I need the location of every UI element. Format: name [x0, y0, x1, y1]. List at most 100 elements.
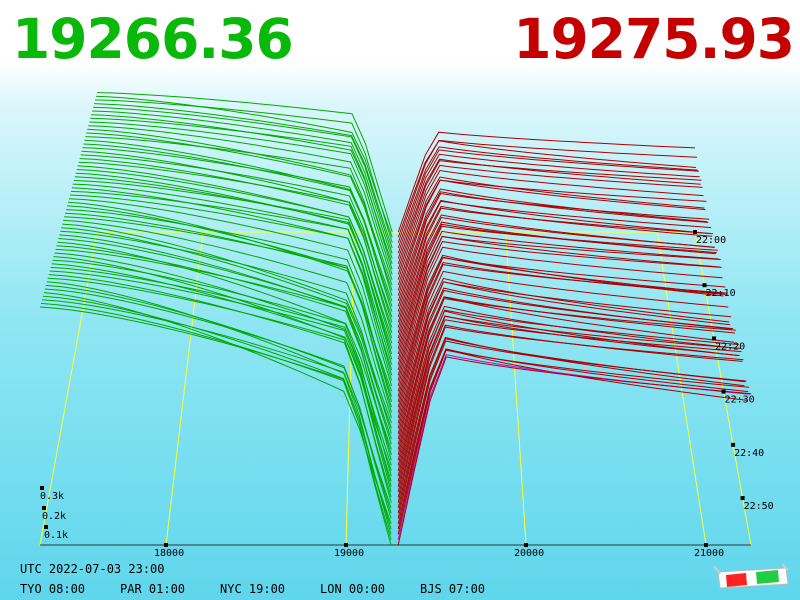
utc-clock: UTC 2022-07-03 23:00: [20, 562, 165, 576]
ask-depth-line: [397, 310, 738, 471]
ask-depth-line: [397, 315, 740, 482]
ask-depth-line: [397, 319, 742, 493]
volume-tick-label: 0.2k: [42, 511, 66, 522]
bid-depth-line: [48, 274, 392, 498]
bid-depth-line: [45, 284, 392, 514]
bid-depth-line: [50, 266, 392, 487]
floor-grid-line: [656, 231, 707, 546]
ask-depth-line: [397, 257, 726, 402]
clock-par: PAR 01:00: [120, 582, 186, 596]
bid-depth-line: [52, 259, 392, 477]
ask-depth-line: [397, 188, 708, 302]
time-tick-mark: [712, 336, 717, 341]
ask-depth-line: [397, 207, 714, 333]
bid-depth-line: [85, 136, 393, 296]
bid-depth-line: [79, 158, 393, 328]
ask-depth-line: [397, 305, 737, 466]
ask-depth-line: [397, 326, 744, 503]
bid-depth-line: [54, 252, 392, 466]
bid-depth-line: [94, 103, 393, 249]
ask-depth-line: [397, 296, 734, 450]
time-tick-label: 22:10: [706, 288, 736, 299]
bid-depth-line: [62, 223, 392, 424]
clock-nyc: NYC 19:00: [220, 582, 286, 596]
depth-series: [39, 92, 752, 546]
ask-depth-line: [397, 296, 735, 455]
clock-bjs: BJS 07:00: [420, 582, 486, 596]
bid-depth-line: [60, 230, 392, 434]
ask-depth-line: [397, 246, 723, 386]
ask-depth-line: [397, 348, 749, 530]
time-tick-label: 22:50: [744, 501, 774, 512]
time-tick-label: 22:00: [696, 235, 726, 246]
3d-glasses-icon[interactable]: [712, 560, 792, 592]
ask-depth-line: [397, 131, 696, 233]
floor-grid-line: [165, 231, 204, 546]
bid-depth-line: [89, 121, 393, 275]
bid-depth-line: [55, 248, 392, 461]
ask-depth-line: [397, 140, 696, 238]
ask-depth-line: [397, 336, 745, 509]
ask-depth-line: [397, 241, 722, 381]
bid-depth-line: [75, 172, 393, 349]
volume-tick-label: 0.1k: [44, 530, 68, 541]
bid-depth-line: [74, 176, 393, 355]
bid-depth-line: [68, 198, 393, 386]
x-tick-label: 21000: [694, 548, 724, 559]
bid-depth-line: [44, 288, 392, 519]
ask-depth-line: [397, 338, 746, 514]
ask-depth-line: [397, 349, 750, 535]
bid-depth-line: [90, 117, 393, 270]
ask-depth-line: [397, 216, 715, 344]
clock-lon: LON 00:00: [320, 582, 386, 596]
ask-price: 19275.93: [513, 7, 795, 71]
volume-tick-mark: [40, 486, 44, 490]
bid-depth-line: [93, 106, 393, 254]
ask-depth-line: [397, 200, 712, 323]
bid-depth-line: [63, 219, 392, 418]
ask-depth-line: [397, 139, 697, 243]
ask-depth-line: [397, 236, 721, 376]
bid-depth-line: [76, 169, 393, 344]
bid-depth-line: [67, 205, 393, 397]
bid-depth-line: [42, 295, 392, 530]
ask-depth-line: [397, 277, 730, 424]
ask-depth-line: [397, 315, 741, 487]
x-tick-label: 18000: [154, 548, 184, 559]
x-tick-label: 19000: [334, 548, 364, 559]
bid-depth-line: [57, 241, 392, 450]
ask-depth-line: [397, 191, 709, 307]
bid-depth-line: [70, 190, 393, 376]
ask-depth-line: [397, 356, 752, 546]
ask-depth-line: [397, 149, 699, 254]
x-tick-label: 20000: [514, 548, 544, 559]
bid-depth-line: [43, 292, 392, 524]
clock-tyo: TYO 08:00: [20, 582, 86, 596]
ask-depth-line: [397, 176, 705, 286]
ask-depth-line: [397, 179, 706, 291]
time-tick-mark: [693, 230, 697, 234]
volume-tick-label: 0.3k: [40, 491, 64, 502]
time-tick-label: 22:20: [715, 341, 745, 352]
time-tick-mark: [731, 442, 736, 447]
floor-grid-line: [505, 231, 527, 546]
bid-depth-line: [87, 128, 393, 286]
volume-tick-mark: [42, 506, 46, 510]
bid-depth-line: [95, 95, 393, 238]
bid-depth-line: [39, 306, 392, 546]
bid-depth-line: [53, 256, 392, 471]
ask-depth-line: [397, 340, 747, 519]
bid-depth-line: [64, 216, 392, 413]
bid-depth-line: [66, 209, 393, 402]
time-tick-mark: [702, 283, 707, 288]
ask-depth-line: [397, 179, 707, 296]
ask-depth-line: [397, 270, 729, 418]
bid-depth-line: [65, 212, 392, 408]
bid-depth-line: [73, 180, 393, 360]
time-tick-label: 22:40: [734, 448, 764, 459]
x-tick-mark: [164, 543, 168, 547]
ask-depth-line: [397, 158, 701, 264]
time-tick-label: 22:30: [725, 395, 755, 406]
bid-depth-line: [49, 270, 392, 493]
bid-depth-line: [78, 161, 393, 333]
